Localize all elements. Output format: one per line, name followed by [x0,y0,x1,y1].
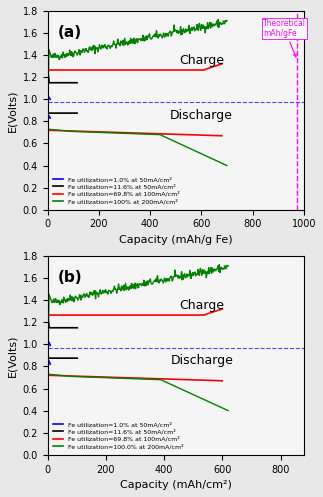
Text: Charge: Charge [179,299,224,312]
Text: Discharge: Discharge [170,109,233,122]
Legend: Fe utilization=1.0% at 50mA/cm², Fe utilization=11.6% at 50mA/cm², Fe utilizatio: Fe utilization=1.0% at 50mA/cm², Fe util… [51,419,186,452]
Y-axis label: E(Volts): E(Volts) [7,89,17,132]
Text: Discharge: Discharge [171,354,233,367]
X-axis label: Capacity (mAh/g Fe): Capacity (mAh/g Fe) [119,235,233,245]
Text: (b): (b) [58,270,82,285]
Legend: Fe utilization=1.0% at 50mA/cm², Fe utilization=11.6% at 50mA/cm², Fe utilizatio: Fe utilization=1.0% at 50mA/cm², Fe util… [51,174,182,207]
Text: Charge: Charge [179,54,224,67]
X-axis label: Capacity (mAh/cm²): Capacity (mAh/cm²) [120,480,232,490]
Text: Theoretical
mAh/gFe: Theoretical mAh/gFe [263,19,306,57]
Y-axis label: E(Volts): E(Volts) [7,334,17,377]
Text: (a): (a) [58,25,82,40]
